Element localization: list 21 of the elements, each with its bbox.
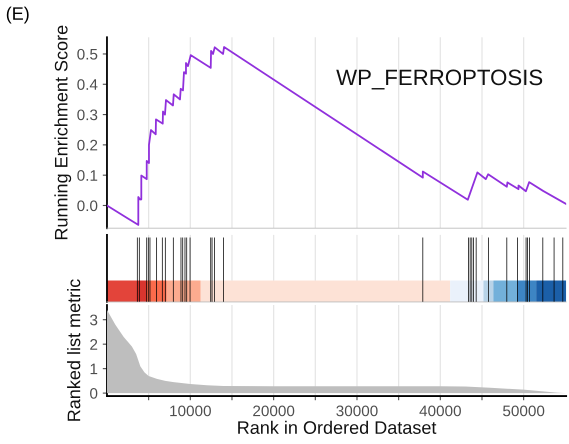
x-tick-label: 50000 bbox=[503, 405, 544, 416]
y-tick-label: 3 bbox=[90, 314, 98, 326]
x-tick-label: 30000 bbox=[336, 405, 378, 416]
x-tick-label: 40000 bbox=[419, 405, 461, 416]
y-tick-label: 0.3 bbox=[77, 109, 98, 120]
x-tick-label: 20000 bbox=[253, 405, 294, 416]
y-axis-title: Running Enrichment Score bbox=[54, 26, 72, 240]
y-axis-title: Ranked list metric bbox=[67, 279, 80, 421]
x-axis-title: Rank in Ordered Dataset bbox=[238, 420, 436, 434]
y-tick-label: 1 bbox=[90, 364, 98, 374]
y-tick-label: 0.5 bbox=[77, 48, 98, 60]
y-tick-label: 0 bbox=[90, 388, 98, 399]
line-series bbox=[106, 46, 566, 226]
text: WP_FERROPTOSIS bbox=[336, 70, 542, 90]
y-tick-label: 2 bbox=[90, 339, 98, 350]
y-tick-label: 0.2 bbox=[77, 140, 98, 151]
y-tick-label: 0.4 bbox=[77, 79, 98, 90]
y-tick-label: 0.0 bbox=[77, 200, 98, 212]
text: (E) bbox=[6, 6, 29, 24]
y-tick-label: 0.1 bbox=[77, 170, 98, 181]
x-tick-label: 10000 bbox=[170, 405, 211, 416]
